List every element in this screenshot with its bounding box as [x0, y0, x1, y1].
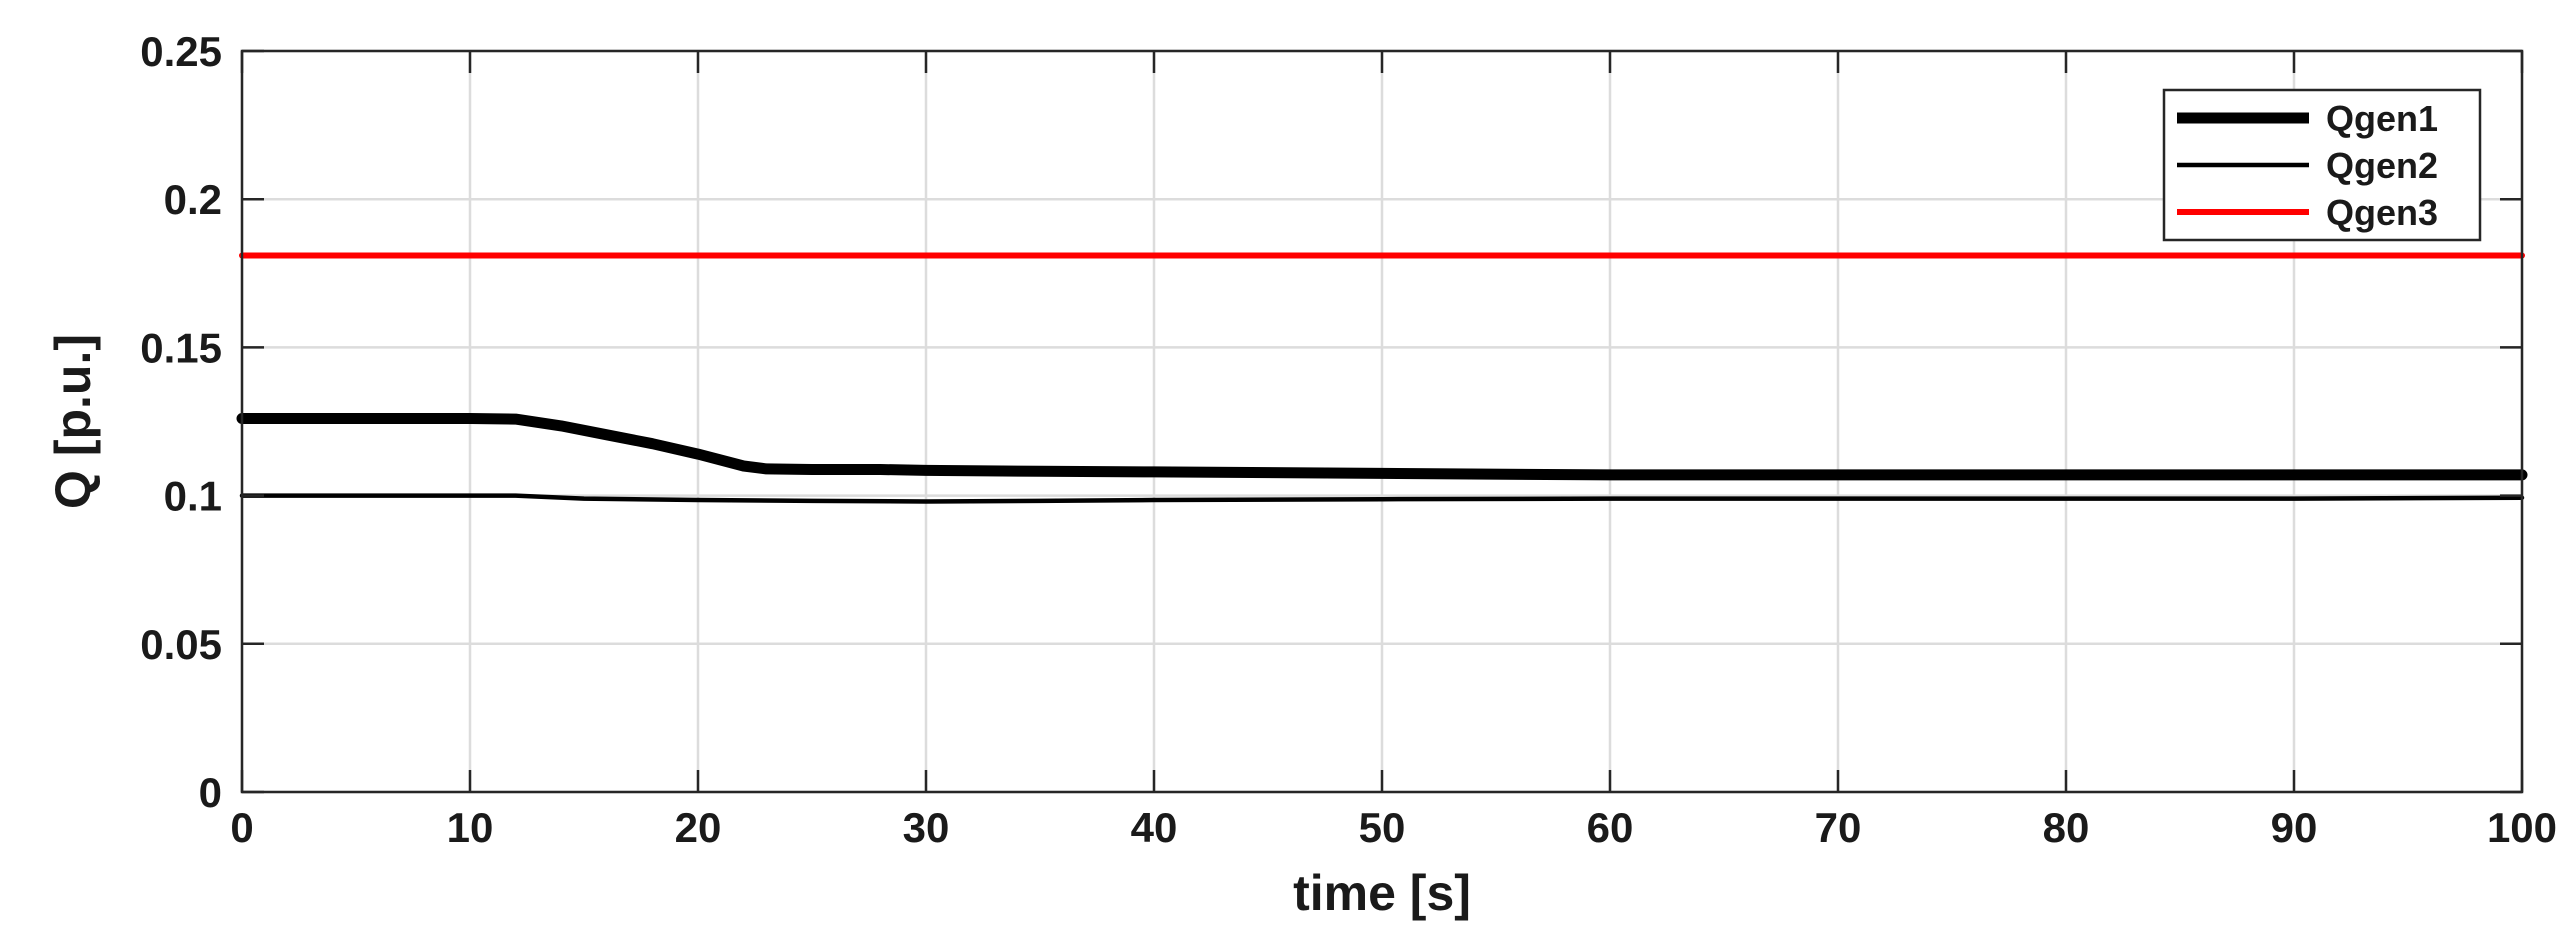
legend-label-qgen2: Qgen2 — [2326, 145, 2438, 186]
y-tick-label: 0.05 — [140, 621, 222, 668]
ticks — [240, 49, 2524, 794]
y-axis-title: Q [p.u.] — [45, 334, 101, 509]
series-layer — [236, 252, 2528, 504]
series-line-qgen1 — [236, 413, 2528, 481]
x-tick-label: 100 — [2487, 804, 2557, 851]
x-tick-label: 70 — [1815, 804, 1862, 851]
x-tick-label: 10 — [447, 804, 494, 851]
legend: Qgen1 Qgen2 Qgen3 — [2162, 88, 2482, 242]
x-tick-label: 60 — [1587, 804, 1634, 851]
legend-label-qgen3: Qgen3 — [2326, 192, 2438, 233]
x-tick-label: 0 — [230, 804, 253, 851]
x-tick-label: 40 — [1131, 804, 1178, 851]
y-tick-labels: 0 0.05 0.1 0.15 0.2 0.25 — [140, 28, 222, 816]
x-tick-label: 20 — [675, 804, 722, 851]
legend-label-qgen1: Qgen1 — [2326, 98, 2438, 139]
x-tick-labels: 0 10 20 30 40 50 60 70 80 90 100 — [230, 804, 2557, 851]
y-tick-label: 0.15 — [140, 324, 222, 371]
series-line-qgen2 — [239, 493, 2525, 504]
x-tick-label: 80 — [2043, 804, 2090, 851]
x-tick-label: 90 — [2271, 804, 2318, 851]
y-tick-label: 0 — [199, 769, 222, 816]
x-tick-label: 30 — [903, 804, 950, 851]
x-tick-label: 50 — [1359, 804, 1406, 851]
y-tick-label: 0.2 — [164, 176, 222, 223]
y-tick-label: 0.25 — [140, 28, 222, 75]
y-tick-label: 0.1 — [164, 473, 222, 520]
x-axis-title: time [s] — [1293, 865, 1471, 921]
